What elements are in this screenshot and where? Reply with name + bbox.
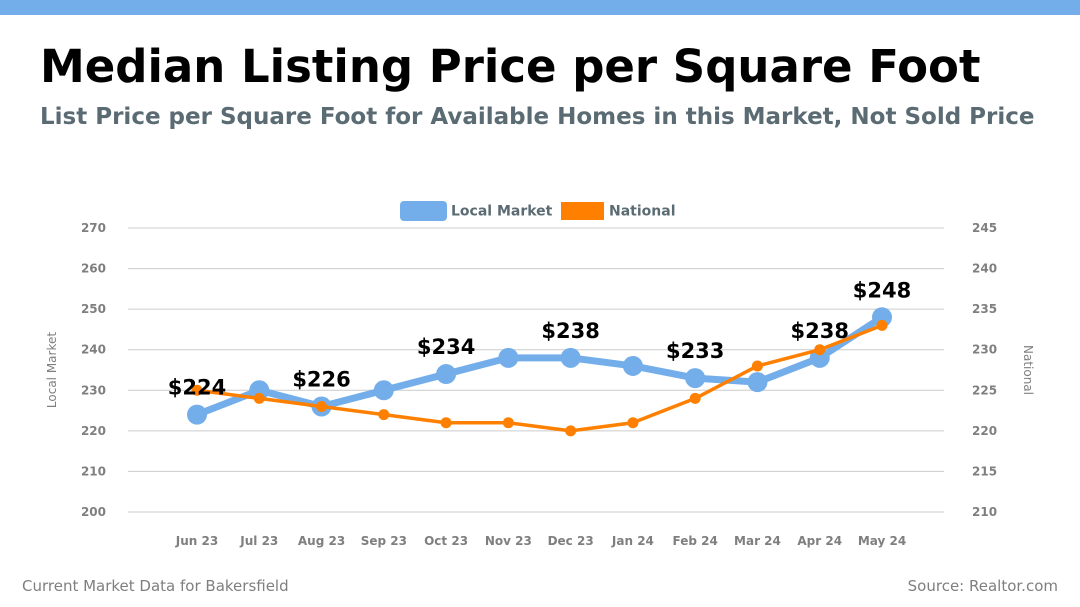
x-tick-label: Aug 23 — [298, 534, 345, 548]
y-right-tick-label: 220 — [972, 424, 997, 438]
local-market-point — [622, 355, 643, 376]
national-point — [378, 409, 390, 421]
y-left-tick-label: 240 — [81, 343, 106, 357]
national-point — [627, 417, 639, 429]
y-right-tick-label: 225 — [972, 383, 997, 397]
y-right-axis-title: National — [1021, 345, 1035, 395]
series-line-local-market — [193, 313, 886, 419]
y-left-tick-label: 260 — [81, 262, 106, 276]
x-tick-label: Nov 23 — [485, 534, 532, 548]
data-label: $248 — [853, 278, 911, 302]
local-market-point — [436, 364, 457, 385]
national-point — [814, 344, 826, 356]
x-tick-label: Jun 23 — [175, 534, 218, 548]
top-accent-bar — [0, 0, 1080, 15]
local-market-point — [747, 372, 768, 393]
x-tick-label: May 24 — [858, 534, 906, 548]
y-right-tick-label: 235 — [972, 302, 997, 316]
x-tick-label: Oct 23 — [424, 534, 468, 548]
national-point — [316, 401, 328, 413]
x-tick-label: Mar 24 — [734, 534, 781, 548]
x-tick-label: Feb 24 — [673, 534, 718, 548]
y-left-tick-label: 250 — [81, 302, 106, 316]
legend-swatch-national — [561, 202, 604, 220]
y-left-tick-label: 270 — [81, 221, 106, 235]
local-market-point — [872, 307, 892, 328]
x-tick-label: Sep 23 — [361, 534, 407, 548]
legend-label-local-market: Local Market — [451, 204, 553, 220]
y-left-tick-label: 220 — [81, 424, 106, 438]
local-market-point — [498, 347, 519, 368]
x-tick-label: Apr 24 — [797, 534, 842, 548]
national-point — [876, 319, 888, 331]
data-label: $226 — [292, 368, 350, 392]
page-subtitle: List Price per Square Foot for Available… — [40, 104, 1035, 130]
footer-market-note: Current Market Data for Bakersfield — [22, 577, 289, 595]
local-market-point — [373, 380, 394, 401]
local-market-point — [685, 368, 706, 389]
national-point — [689, 392, 701, 404]
local-market-point — [809, 347, 830, 368]
local-market-point — [560, 347, 581, 368]
y-left-tick-label: 210 — [81, 464, 106, 478]
national-point — [565, 425, 577, 437]
y-left-tick-label: 200 — [81, 505, 106, 519]
legend-swatch-local-market — [400, 201, 447, 221]
y-right-tick-label: 240 — [972, 262, 997, 276]
data-label: $233 — [666, 339, 724, 363]
page-title: Median Listing Price per Square Foot — [40, 40, 981, 93]
y-right-tick-label: 230 — [972, 343, 997, 357]
national-point — [191, 384, 203, 396]
x-tick-label: Dec 23 — [548, 534, 594, 548]
data-label: $234 — [417, 335, 475, 359]
local-market-point — [249, 380, 270, 401]
y-right-tick-label: 245 — [972, 221, 997, 235]
x-tick-label: Jan 24 — [611, 534, 654, 548]
local-market-point — [187, 404, 207, 425]
series-line-national — [196, 323, 883, 433]
national-point — [751, 360, 763, 372]
national-point — [253, 392, 265, 404]
footer-source: Source: Realtor.com — [907, 577, 1058, 595]
x-tick-label: Jul 23 — [239, 534, 278, 548]
data-label: $238 — [541, 319, 599, 343]
national-point — [440, 417, 452, 429]
y-left-axis-title: Local Market — [45, 332, 59, 408]
y-right-tick-label: 210 — [972, 505, 997, 519]
y-left-tick-label: 230 — [81, 383, 106, 397]
national-point — [502, 417, 514, 429]
data-label: $224 — [168, 376, 226, 400]
y-right-tick-label: 215 — [972, 464, 997, 478]
legend-label-national: National — [609, 204, 676, 220]
data-label: $238 — [791, 319, 849, 343]
